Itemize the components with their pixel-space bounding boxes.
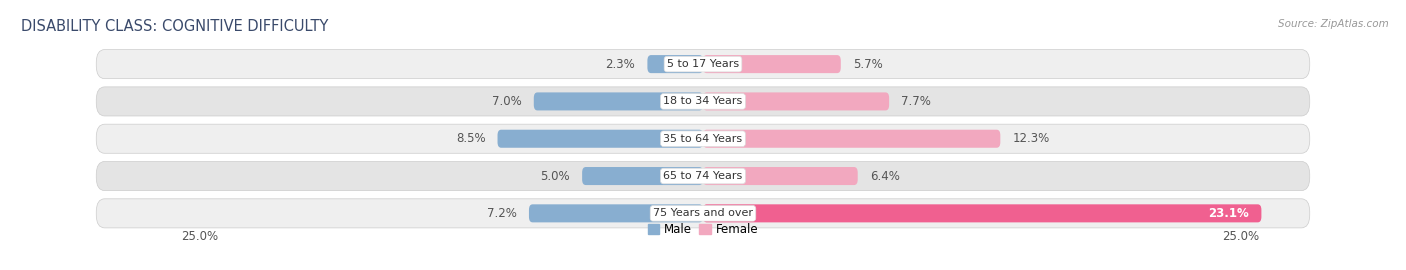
- Text: 8.5%: 8.5%: [456, 132, 485, 145]
- Text: 25.0%: 25.0%: [181, 230, 218, 243]
- Text: 5 to 17 Years: 5 to 17 Years: [666, 59, 740, 69]
- Text: 12.3%: 12.3%: [1012, 132, 1050, 145]
- FancyBboxPatch shape: [582, 167, 703, 185]
- FancyBboxPatch shape: [96, 199, 1310, 228]
- Text: DISABILITY CLASS: COGNITIVE DIFFICULTY: DISABILITY CLASS: COGNITIVE DIFFICULTY: [21, 19, 329, 34]
- FancyBboxPatch shape: [703, 55, 841, 73]
- FancyBboxPatch shape: [703, 130, 1000, 148]
- FancyBboxPatch shape: [498, 130, 703, 148]
- FancyBboxPatch shape: [529, 204, 703, 222]
- FancyBboxPatch shape: [647, 55, 703, 73]
- FancyBboxPatch shape: [96, 124, 1310, 153]
- Text: 7.7%: 7.7%: [901, 95, 931, 108]
- Text: 7.0%: 7.0%: [492, 95, 522, 108]
- FancyBboxPatch shape: [703, 92, 889, 110]
- Text: 23.1%: 23.1%: [1209, 207, 1250, 220]
- FancyBboxPatch shape: [703, 167, 858, 185]
- Text: 25.0%: 25.0%: [1223, 230, 1260, 243]
- FancyBboxPatch shape: [703, 204, 1261, 222]
- Text: 6.4%: 6.4%: [870, 170, 900, 183]
- Text: 7.2%: 7.2%: [486, 207, 517, 220]
- Text: 5.7%: 5.7%: [853, 58, 883, 71]
- Text: Source: ZipAtlas.com: Source: ZipAtlas.com: [1278, 19, 1389, 29]
- Text: 35 to 64 Years: 35 to 64 Years: [664, 134, 742, 144]
- Text: 65 to 74 Years: 65 to 74 Years: [664, 171, 742, 181]
- Text: 18 to 34 Years: 18 to 34 Years: [664, 96, 742, 106]
- FancyBboxPatch shape: [96, 87, 1310, 116]
- Text: 75 Years and over: 75 Years and over: [652, 208, 754, 218]
- FancyBboxPatch shape: [96, 161, 1310, 191]
- FancyBboxPatch shape: [534, 92, 703, 110]
- FancyBboxPatch shape: [96, 50, 1310, 79]
- Text: 5.0%: 5.0%: [540, 170, 569, 183]
- Legend: Male, Female: Male, Female: [648, 223, 758, 236]
- Text: 2.3%: 2.3%: [606, 58, 636, 71]
